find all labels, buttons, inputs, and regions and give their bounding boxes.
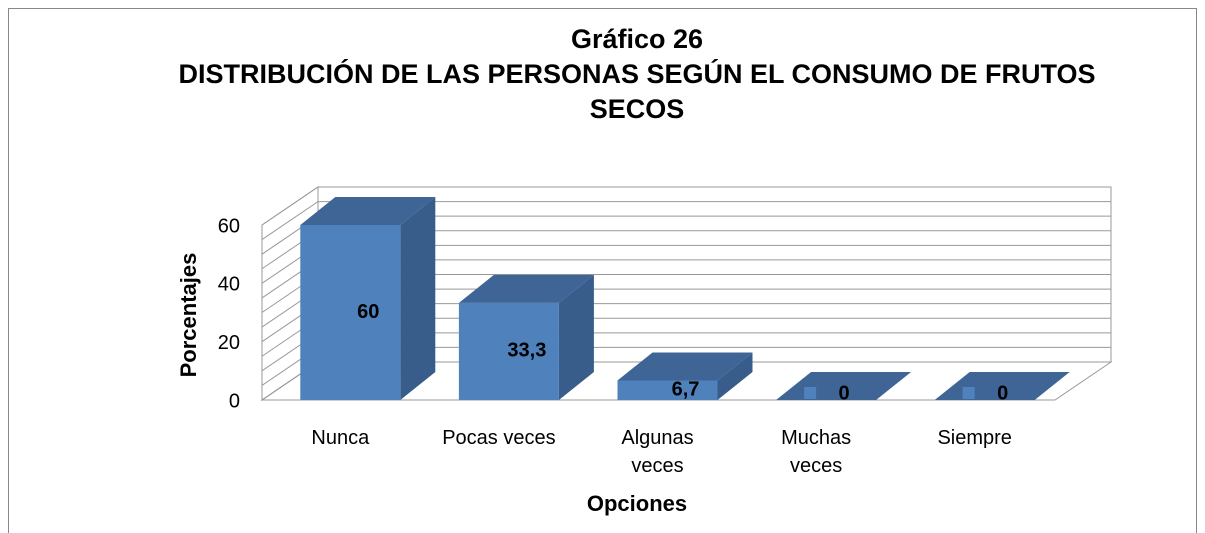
data-label: 33,3 [507,340,546,362]
bar-top [617,352,753,381]
x-axis-title: Opciones [587,491,687,516]
minor-grid-line [261,201,1111,240]
bar-marker [962,387,975,399]
bar-side [400,197,436,400]
data-label: 60 [357,301,379,323]
x-tick-label: Pocas veces [442,427,556,449]
y-tick-label: 0 [229,390,240,412]
bar-top [458,274,594,303]
data-label: 6,7 [672,379,700,401]
bar-front [458,302,559,400]
bar-side [558,274,594,400]
data-label: 0 [839,382,850,404]
bar-marker [804,387,817,399]
x-tick-label: Algunas veces [621,427,694,477]
x-tick-label: Muchas veces [781,427,852,477]
bar-side [717,352,753,400]
x-tick-label: Siempre [937,427,1012,449]
chart-border [8,8,1197,533]
chart-title: Gráfico 26 [570,24,704,54]
y-tick-label: 20 [218,332,240,354]
y-axis-title: Porcentajes [176,253,201,378]
y-tick-label: 60 [218,215,240,237]
bar-front [617,380,718,400]
bar-top [300,197,436,225]
chart-subtitle: DISTRIBUCIÓN DE LAS PERSONAS SEGÚN EL CO… [178,59,1096,124]
y-tick-label: 40 [218,274,240,296]
data-label: 0 [997,382,1008,404]
bar-front [300,225,401,400]
grid-line [261,186,1111,226]
x-tick-label: Nunca [311,427,370,449]
